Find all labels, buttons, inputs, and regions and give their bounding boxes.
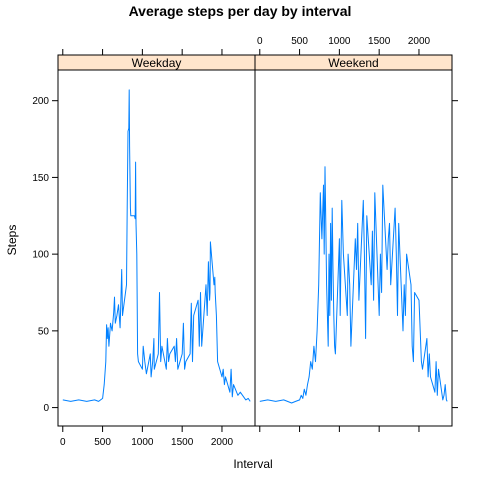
x-tick-label-bottom: 500: [94, 437, 111, 448]
x-tick-label-top: 2000: [408, 36, 431, 47]
strip-label-weekday: Weekday: [132, 56, 182, 70]
panel-frame-weekend: [254, 69, 453, 427]
x-tick-label-top: 0: [257, 36, 263, 47]
x-tick-label-bottom: 2000: [211, 437, 234, 448]
chart-title: Average steps per day by interval: [129, 3, 352, 19]
series-line-weekday: [62, 89, 251, 402]
y-tick-label: 100: [32, 250, 49, 261]
x-tick-label-bottom: 1500: [171, 437, 194, 448]
x-tick-label-bottom: 1000: [131, 437, 154, 448]
y-axis-label: Steps: [5, 225, 19, 256]
x-tick-label-bottom: 0: [60, 437, 66, 448]
x-axis-label: Interval: [233, 457, 272, 471]
x-tick-label-top: 500: [291, 36, 308, 47]
y-tick-label: 0: [43, 403, 49, 414]
strip-label-weekend: Weekend: [328, 56, 378, 70]
panel-frame-weekday: [57, 69, 256, 427]
y-tick-label: 50: [38, 326, 50, 337]
y-tick-label: 150: [32, 173, 49, 184]
series-weekend: [259, 166, 448, 404]
series-weekday: [62, 89, 251, 402]
series-line-weekend: [259, 166, 448, 404]
axes: 0501001502000050050010001000150015002000…: [32, 36, 458, 448]
y-tick-label: 200: [32, 96, 49, 107]
x-tick-label-top: 1000: [328, 36, 351, 47]
panel-weekday: Weekday: [57, 54, 256, 427]
panel-weekend: Weekend: [254, 54, 453, 427]
x-tick-label-top: 1500: [368, 36, 391, 47]
